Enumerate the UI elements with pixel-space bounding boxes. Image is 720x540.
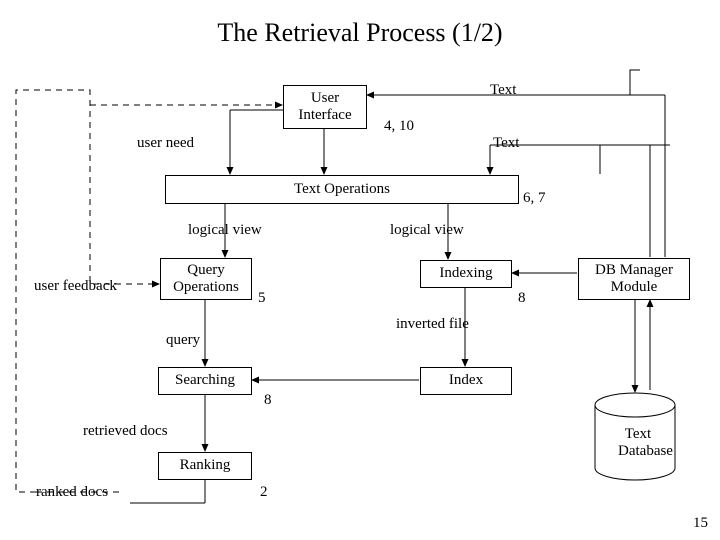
label-text1: Text (490, 82, 516, 99)
box-query-operations: QueryOperations (160, 258, 252, 300)
label-5: 5 (258, 290, 266, 307)
page-title: The Retrieval Process (1/2) (0, 18, 720, 48)
box-index: Index (420, 367, 512, 395)
label-text-database: TextDatabase (618, 426, 658, 460)
label-query: query (166, 332, 200, 349)
label-4-10: 4, 10 (384, 118, 414, 135)
label-8a: 8 (518, 290, 526, 307)
box-db-manager: DB ManagerModule (578, 258, 690, 300)
box-text-operations: Text Operations (165, 175, 519, 204)
label-user-feedback: user feedback (34, 278, 117, 295)
label-text2: Text (493, 135, 519, 152)
label-logical-view-left: logical view (188, 222, 262, 239)
label-user-need: user need (137, 135, 194, 152)
box-indexing: Indexing (420, 260, 512, 288)
label-2: 2 (260, 484, 268, 501)
label-inverted-file: inverted file (396, 316, 469, 333)
box-ranking: Ranking (158, 452, 252, 480)
box-user-interface: UserInterface (283, 85, 367, 129)
label-8b: 8 (264, 392, 272, 409)
box-searching: Searching (158, 367, 252, 395)
label-ranked-docs: ranked docs (36, 484, 108, 501)
label-logical-view-right: logical view (390, 222, 464, 239)
label-retrieved-docs: retrieved docs (83, 423, 168, 440)
page-number: 15 (693, 515, 708, 532)
label-6-7: 6, 7 (523, 190, 546, 207)
